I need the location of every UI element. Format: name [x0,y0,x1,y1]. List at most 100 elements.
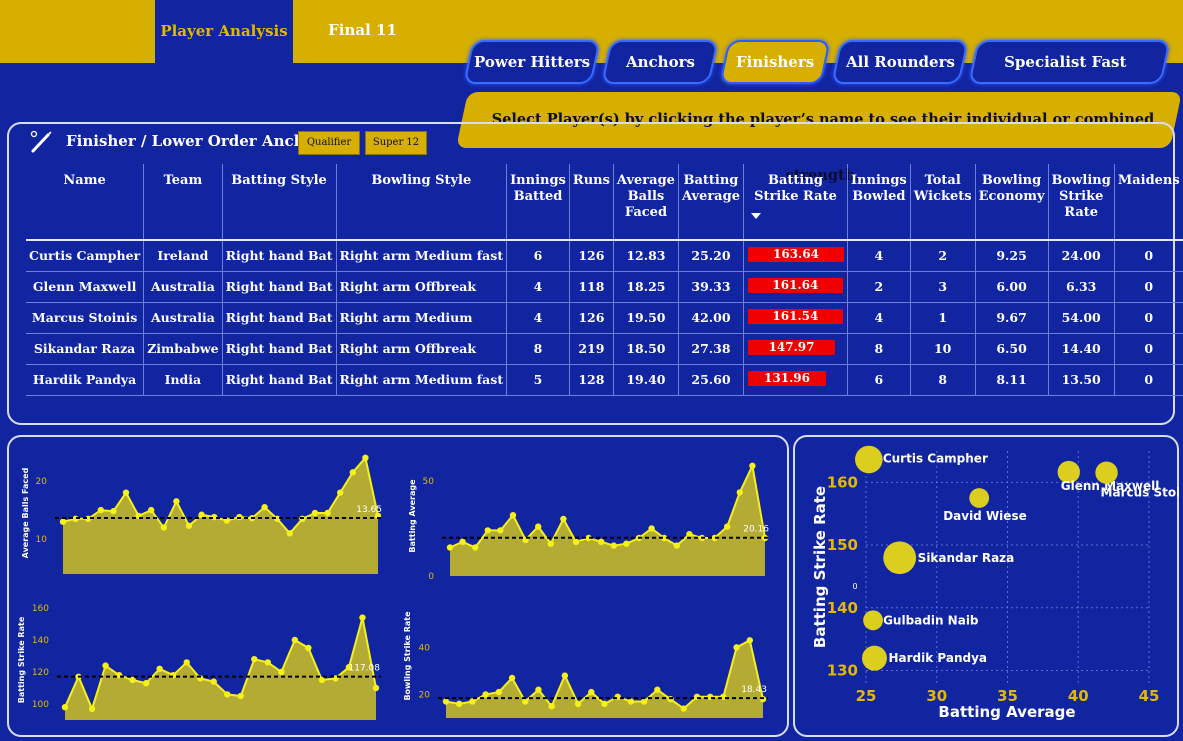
y-axis-label: Batting Strike Rate [17,616,26,703]
table-cell: Right arm Medium fast [335,240,507,272]
table-cell: 25.60 [677,364,744,396]
data-point [749,462,756,469]
data-point [469,698,476,705]
data-point [484,527,491,534]
y-tick-label: 150 [827,536,858,554]
area-chart-2: 20.16 0 50 Batting Average [408,462,770,582]
y-tick-label: 160 [827,473,858,491]
y-tick-label: 20 [36,477,48,487]
data-point [311,509,319,517]
point-label: David Wiese [943,509,1027,523]
column-header[interactable]: Innings Batted [506,164,570,241]
point-label: Hardik Pandya [888,651,987,665]
table-cell: Right hand Bat [221,364,336,396]
point-label: Curtis Campher [883,452,988,466]
data-point [547,540,554,547]
y-tick-label: 120 [32,668,49,678]
trend-charts-panel [7,435,789,737]
data-point [548,703,555,710]
data-point [173,498,180,505]
table-cell: 147.97 [742,333,848,365]
column-header[interactable]: Bowling Economy [974,164,1049,241]
x-axis-label: Batting Average [938,703,1075,721]
point-label: Glenn Maxwell [1061,479,1160,493]
super-12-filter-button[interactable]: Super 12 [365,131,427,155]
data-point [345,664,353,671]
table-cell: Ireland [143,240,223,272]
area-fill [65,617,376,720]
category-specialist-fast-bowlers-button[interactable]: Specialist Fast Bowlers [968,40,1171,111]
table-row[interactable]: Glenn Maxwell Australia Right hand Bat Righ… [26,271,1183,303]
player-name-cell[interactable]: Curtis Campher [26,240,144,272]
table-cell: 39.33 [677,271,744,303]
column-header[interactable]: Total Wickets [909,164,976,241]
column-header[interactable]: Team [143,164,223,241]
data-point [261,503,268,511]
column-header[interactable]: Bowling Strike Rate [1047,164,1115,241]
data-point [759,695,767,703]
column-header[interactable]: Batting Style [221,164,336,241]
scatter-point [1057,460,1080,484]
column-header-sorted[interactable]: Batting Strike Rate [742,164,848,241]
table-cell: 5 [506,364,570,396]
data-point [237,692,244,700]
data-point [472,544,479,551]
point-label: Gulbadin Naib [883,613,979,627]
data-point [324,509,331,517]
y-axis-label: Average Balls Faced [21,467,30,558]
data-point [627,698,635,705]
table-cell: Right hand Bat [221,302,336,334]
data-point [305,644,312,652]
table-cell: 161.54 [742,302,848,334]
table-cell: 18.50 [612,333,679,365]
data-point [680,705,687,712]
y-tick-label: 50 [423,477,435,487]
column-header[interactable]: Batting Average [677,164,744,241]
column-header[interactable]: Average Balls Faced [612,164,679,241]
area-chart-3: 117.08 100 120 140 160 Batting Strike Rate [17,604,381,720]
data-point [110,508,117,515]
area-fill [63,457,378,574]
strike-rate-vs-average-scatter: 25 30 35 40 45 130 140 150 160 Batting Average Bat… [811,445,1179,721]
data-point [598,538,605,545]
column-header[interactable]: Bowling Style [335,164,507,241]
column-header[interactable]: Innings Bowled [846,164,911,241]
table-row[interactable]: Hardik Pandya India Right hand Bat Right ar… [26,364,1183,396]
table-cell: 118 [568,271,614,303]
column-header[interactable]: Maidens [1113,164,1183,241]
table-cell: 6 [506,240,570,272]
table-row[interactable]: Marcus Stoinis Australia Right hand Bat Rig… [26,302,1183,334]
data-point [661,534,668,542]
category-all-rounders-button[interactable]: All Rounders [831,40,969,84]
table-cell: Right hand Bat [221,240,336,272]
player-name-cell[interactable]: Marcus Stoinis [26,302,144,334]
x-tick-label: 40 [1068,687,1089,705]
strike-rate-bar: 163.64 [747,246,844,262]
table-cell: 27.38 [677,333,744,365]
sort-descending-icon [750,213,761,219]
data-point [560,515,567,523]
data-point [251,656,258,663]
scatter-plot: 25 30 35 40 45 130 140 150 160 Batting Average Bat… [811,445,1179,721]
axis-annotation: 0 [852,582,857,591]
data-point [640,698,648,705]
table-cell: Right hand Bat [221,333,336,365]
data-point [648,525,655,532]
table-cell: 8 [506,333,570,365]
column-header[interactable]: Name [26,164,144,241]
strike-rate-value: 163.64 [773,246,819,261]
tab-final-11[interactable]: Final 11 [328,21,397,39]
table-row[interactable]: Sikandar Raza Zimbabwe Right hand Bat Right… [26,333,1183,365]
strike-rate-value: 161.64 [772,277,819,292]
trend-charts: 13.65 10 20 Average Balls Faced 20.16 0 50 Batt… [17,454,770,720]
tab-player-analysis[interactable]: Player Analysis [155,0,293,63]
player-name-cell[interactable]: Glenn Maxwell [26,271,144,303]
qualifier-filter-button[interactable]: Qualifier [298,131,360,155]
table-row[interactable]: Curtis Campher Ireland Right hand Bat Right… [26,240,1183,272]
y-tick-label: 10 [36,535,48,545]
area-chart-1: 13.65 10 20 Average Balls Faced [21,454,383,574]
player-name-cell[interactable]: Hardik Pandya [26,364,144,396]
column-header[interactable]: Runs [568,164,614,241]
column-header-label: Batting Strike Rate [754,173,837,204]
player-name-cell[interactable]: Sikandar Raza [26,333,144,365]
